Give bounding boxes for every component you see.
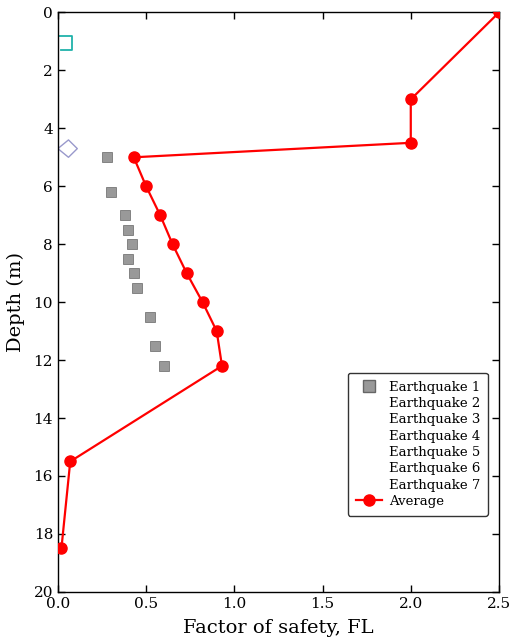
- X-axis label: Factor of safety, FL: Factor of safety, FL: [183, 619, 374, 637]
- Legend: Earthquake 1, Earthquake 2, Earthquake 3, Earthquake 4, Earthquake 5, Earthquake: Earthquake 1, Earthquake 2, Earthquake 3…: [348, 373, 488, 516]
- Y-axis label: Depth (m): Depth (m): [7, 252, 25, 352]
